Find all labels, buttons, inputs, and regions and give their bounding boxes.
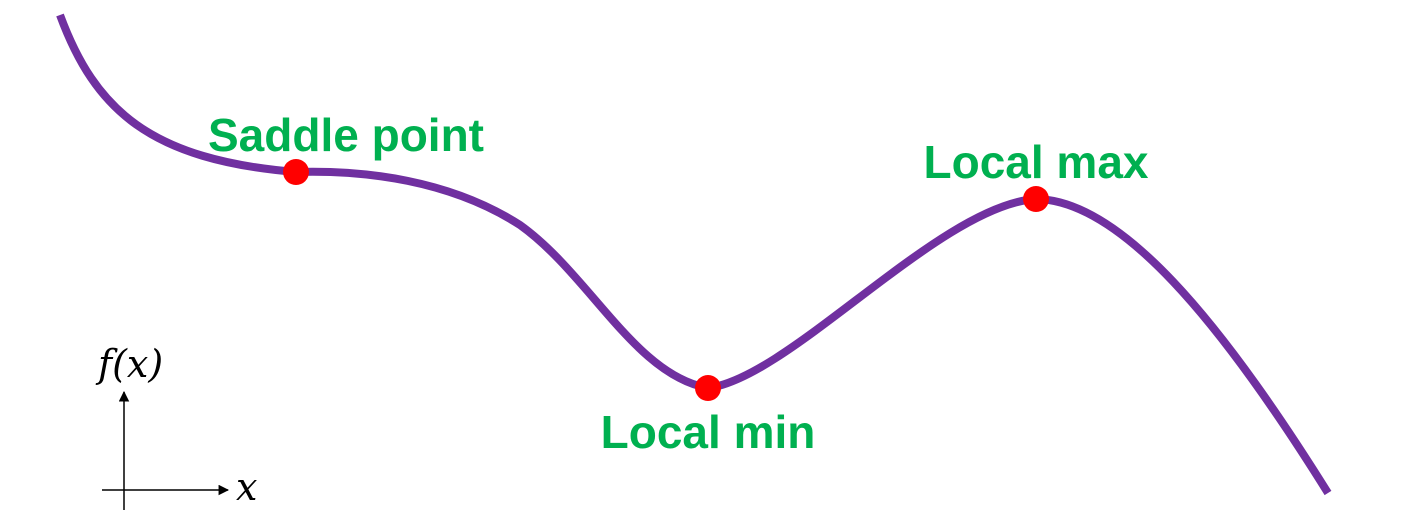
local-min-label: Local min xyxy=(601,406,816,458)
y-axis-label: f(x) xyxy=(95,342,163,386)
saddle-point-label: Saddle point xyxy=(208,109,484,161)
local-max-marker xyxy=(1023,186,1049,212)
function-curve xyxy=(56,13,1332,496)
x-axis-label: x xyxy=(236,465,257,509)
local-min-marker xyxy=(695,375,721,401)
saddle-point-marker xyxy=(283,159,309,185)
local-max-label: Local max xyxy=(924,136,1149,188)
